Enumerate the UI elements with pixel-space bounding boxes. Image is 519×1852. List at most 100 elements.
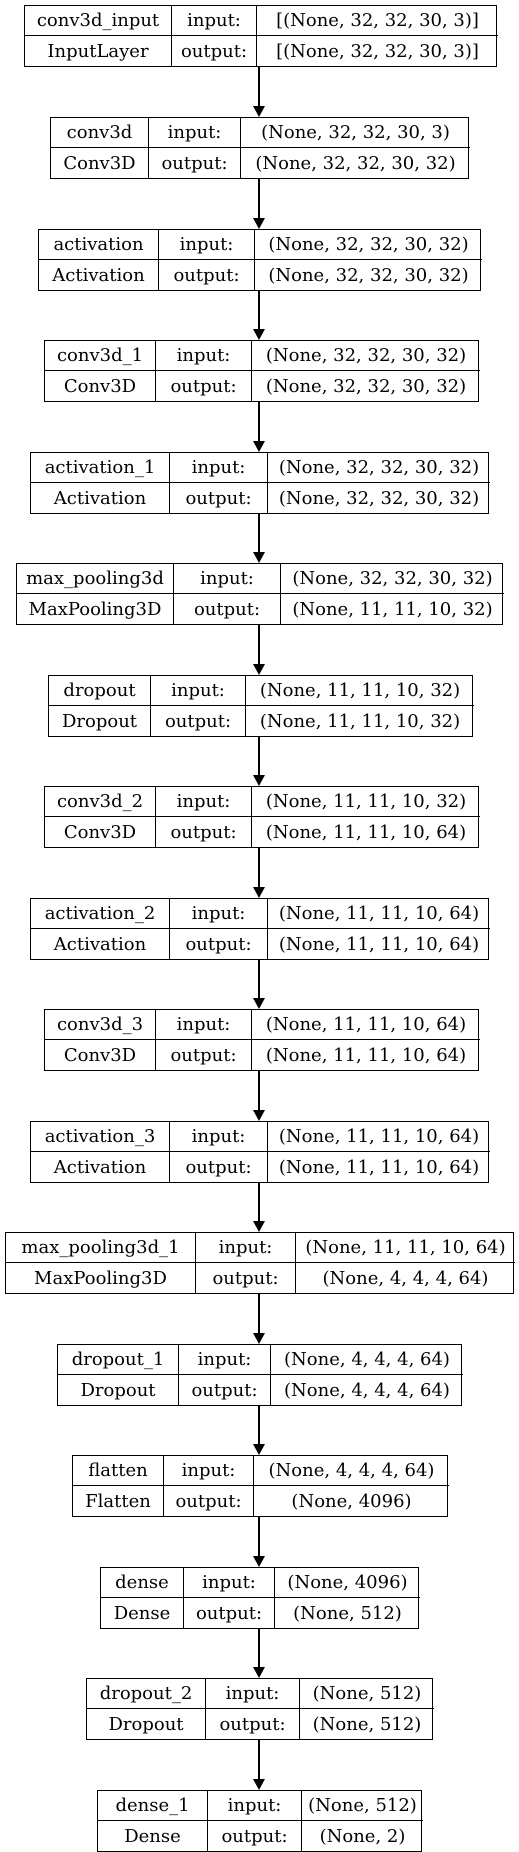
arrow-down-icon: [253, 1444, 265, 1455]
connector-line: [258, 737, 260, 776]
input-shape: (None, 32, 32, 30, 32): [252, 341, 480, 371]
input-shape: (None, 11, 11, 10, 64): [268, 1122, 490, 1152]
output-label: output:: [184, 1598, 275, 1628]
output-label: output:: [151, 706, 246, 736]
layer-node-dense: dense input: (None, 4096) Dense output: (None…: [100, 1567, 420, 1629]
arrow-down-icon: [253, 441, 265, 452]
connector-line: [258, 67, 260, 107]
arrow-down-icon: [253, 1667, 265, 1678]
connector-line: [258, 1071, 260, 1111]
layer-type: MaxPooling3D: [17, 594, 174, 624]
output-label: output:: [179, 1375, 271, 1405]
input-shape: (None, 11, 11, 10, 64): [268, 899, 490, 929]
layer-name: dropout_1: [58, 1345, 179, 1375]
input-label: input:: [179, 1345, 271, 1375]
input-label: input:: [208, 1791, 302, 1821]
arrow-down-icon: [253, 775, 265, 786]
layer-name: flatten: [73, 1456, 164, 1486]
layer-node-conv3d-2: conv3d_2 input: (None, 11, 11, 10, 32) Conv…: [44, 786, 480, 848]
arrow-down-icon: [253, 664, 265, 675]
connector-line: [258, 1517, 260, 1557]
layer-node-conv3d-1: conv3d_1 input: (None, 32, 32, 30, 32) Conv…: [44, 340, 480, 402]
layer-type: Conv3D: [45, 817, 156, 847]
input-label: input:: [159, 230, 255, 260]
layer-node-conv3d: conv3d input: (None, 32, 32, 30, 3) Conv3D o…: [50, 117, 470, 179]
layer-name: conv3d_2: [45, 787, 156, 817]
input-label: input:: [156, 1010, 252, 1040]
layer-name: activation_1: [31, 453, 170, 483]
connector-line: [258, 1294, 260, 1334]
output-label: output:: [206, 1709, 300, 1739]
layer-type: Conv3D: [45, 1040, 156, 1070]
input-shape: (None, 512): [302, 1791, 423, 1821]
arrow-down-icon: [253, 1110, 265, 1121]
layer-node-activation-1: activation_1 input: (None, 32, 32, 30, 32)…: [30, 452, 490, 514]
arrow-down-icon: [253, 1333, 265, 1344]
input-label: input:: [149, 118, 241, 148]
layer-name: dropout_2: [87, 1679, 206, 1709]
input-shape: (None, 4096): [275, 1568, 420, 1598]
layer-name: conv3d_1: [45, 341, 156, 371]
layer-type: Dense: [98, 1821, 208, 1851]
input-shape: (None, 32, 32, 30, 32): [255, 230, 482, 260]
input-shape: [(None, 32, 32, 30, 3)]: [257, 6, 498, 36]
arrow-down-icon: [253, 1779, 265, 1790]
connector-line: [258, 625, 260, 665]
output-shape: (None, 11, 11, 10, 32): [259, 710, 461, 732]
input-label: input:: [170, 453, 268, 483]
connector-line: [258, 179, 260, 219]
output-shape: (None, 11, 11, 10, 64): [278, 1156, 480, 1178]
output-label: output:: [208, 1821, 302, 1851]
output-shape: (None, 32, 32, 30, 32): [278, 487, 480, 509]
layer-node-dropout-2: dropout_2 input: (None, 512) Dropout output:…: [86, 1678, 434, 1740]
layer-type: Conv3D: [45, 371, 156, 401]
layer-type: InputLayer: [25, 36, 172, 66]
input-label: input:: [196, 1233, 296, 1263]
connector-line: [258, 1740, 260, 1780]
output-shape: (None, 32, 32, 30, 32): [265, 375, 467, 397]
layer-node-dropout-1: dropout_1 input: (None, 4, 4, 4, 64) Dropou…: [57, 1344, 463, 1406]
layer-name: max_pooling3d_1: [6, 1233, 196, 1263]
output-label: output:: [196, 1263, 296, 1293]
input-shape: (None, 11, 11, 10, 64): [252, 1010, 480, 1040]
connector-line: [258, 848, 260, 888]
input-shape: (None, 32, 32, 30, 32): [281, 564, 504, 594]
input-shape: (None, 4, 4, 4, 64): [254, 1456, 449, 1486]
layer-type: Dropout: [49, 706, 151, 736]
input-label: input:: [206, 1679, 300, 1709]
output-label: output:: [164, 1486, 254, 1516]
layer-node-activation-2: activation_2 input: (None, 11, 11, 10, 64)…: [30, 898, 490, 960]
layer-name: activation: [39, 230, 159, 260]
output-shape: (None, 512): [293, 1602, 402, 1624]
input-shape: (None, 32, 32, 30, 32): [268, 453, 490, 483]
output-shape: (None, 4, 4, 4, 64): [284, 1379, 450, 1401]
input-shape: (None, 11, 11, 10, 64): [296, 1233, 515, 1263]
input-label: input:: [172, 6, 257, 36]
output-shape: (None, 11, 11, 10, 32): [292, 598, 493, 620]
connector-line: [258, 402, 260, 442]
output-shape: (None, 2): [319, 1825, 406, 1847]
layer-node-max-pooling3d: max_pooling3d input: (None, 32, 32, 30, 32…: [16, 563, 504, 625]
output-shape: (None, 11, 11, 10, 64): [265, 821, 467, 843]
layer-name: activation_2: [31, 899, 170, 929]
output-label: output:: [159, 260, 255, 290]
layer-type: Flatten: [73, 1486, 164, 1516]
output-label: output:: [170, 929, 268, 959]
input-label: input:: [164, 1456, 254, 1486]
connector-line: [258, 514, 260, 553]
layer-name: conv3d: [51, 118, 149, 148]
output-shape: [(None, 32, 32, 30, 3)]: [276, 40, 479, 62]
layer-name: dense: [101, 1568, 184, 1598]
arrow-down-icon: [253, 106, 265, 117]
output-shape: (None, 11, 11, 10, 64): [265, 1044, 467, 1066]
arrow-down-icon: [253, 329, 265, 340]
output-shape: (None, 512): [312, 1713, 422, 1735]
layer-node-flatten: flatten input: (None, 4, 4, 4, 64) Flatten o…: [72, 1455, 449, 1517]
connector-line: [258, 1183, 260, 1222]
input-shape: (None, 4, 4, 4, 64): [271, 1345, 463, 1375]
layer-node-max-pooling3d-1: max_pooling3d_1 input: (None, 11, 11, 10, …: [5, 1232, 515, 1294]
arrow-down-icon: [253, 1221, 265, 1232]
output-shape: (None, 11, 11, 10, 64): [278, 933, 480, 955]
output-label: output:: [174, 594, 281, 624]
layer-node-activation-3: activation_3 input: (None, 11, 11, 10, 64)…: [30, 1121, 490, 1183]
